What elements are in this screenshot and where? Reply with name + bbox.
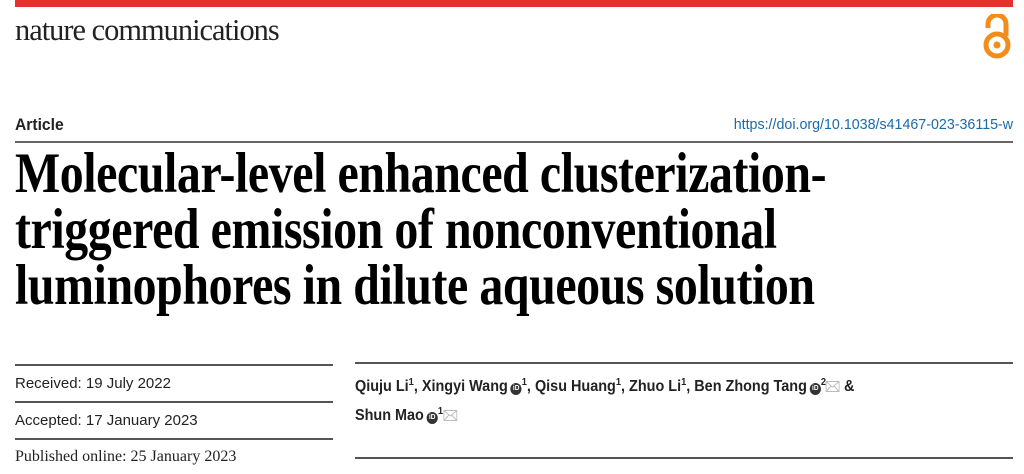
author[interactable]: Ben Zhong Tang iD2: [694, 377, 840, 396]
affiliation-number[interactable]: 1: [615, 377, 622, 388]
author-list: Qiuju Li1, Xingyi Wang iD1, Qisu Huang1, …: [355, 370, 969, 428]
author[interactable]: Zhuo Li1: [629, 377, 687, 396]
affiliation-number[interactable]: 1: [408, 377, 414, 388]
article-title: Molecular-level enhanced clusterization-…: [15, 142, 827, 317]
affiliation-number[interactable]: 1: [437, 406, 444, 418]
author[interactable]: Qisu Huang1: [534, 377, 622, 396]
affiliation-number[interactable]: 1: [681, 377, 687, 388]
orcid-icon[interactable]: iD: [426, 412, 438, 425]
author[interactable]: Qiuju Li1: [355, 377, 414, 396]
email-icon[interactable]: [826, 381, 840, 393]
accepted-date: Accepted: 17 January 2023: [15, 412, 198, 429]
author-separator: ,: [686, 378, 695, 396]
author-separator: ,: [526, 378, 535, 396]
author-name[interactable]: Qiuju Li: [355, 378, 409, 396]
author-separator: ,: [413, 378, 422, 396]
journal-name: nature communications: [15, 12, 280, 47]
author-separator: ,: [621, 378, 630, 396]
affiliation-number[interactable]: 2: [820, 377, 827, 388]
author[interactable]: Shun Mao iD1: [355, 406, 457, 425]
author-name[interactable]: Xingyi Wang: [421, 378, 508, 396]
author-name[interactable]: Shun Mao: [355, 407, 424, 425]
author-name[interactable]: Zhuo Li: [629, 378, 682, 396]
author-name[interactable]: Qisu Huang: [534, 378, 616, 396]
doi-link[interactable]: https://doi.org/10.1038/s41467-023-36115…: [733, 116, 1013, 133]
email-icon[interactable]: [443, 410, 457, 422]
journal-accent-bar: [15, 0, 1013, 7]
divider: [15, 438, 333, 440]
title-line: luminophores in dilute aqueous solution: [15, 254, 815, 317]
article-dates: Received: 19 July 2022 Accepted: 17 Janu…: [15, 364, 333, 474]
published-date: Published online: 25 January 2023: [15, 448, 237, 465]
orcid-icon[interactable]: iD: [809, 383, 821, 396]
article-type: Article: [15, 115, 64, 134]
author-name[interactable]: Ben Zhong Tang: [694, 378, 807, 396]
open-access-icon: [983, 14, 1011, 59]
title-line: triggered emission of nonconventional: [15, 198, 777, 261]
divider: [355, 362, 1013, 364]
divider: [15, 364, 333, 366]
title-line: Molecular-level enhanced clusterization-: [15, 142, 827, 205]
orcid-icon[interactable]: iD: [510, 383, 522, 396]
divider: [15, 141, 1013, 143]
author-separator: &: [839, 378, 855, 396]
divider: [355, 457, 1013, 459]
author[interactable]: Xingyi Wang iD1: [421, 377, 527, 396]
affiliation-number[interactable]: 1: [521, 377, 527, 388]
divider: [15, 401, 333, 403]
received-date: Received: 19 July 2022: [15, 375, 171, 392]
